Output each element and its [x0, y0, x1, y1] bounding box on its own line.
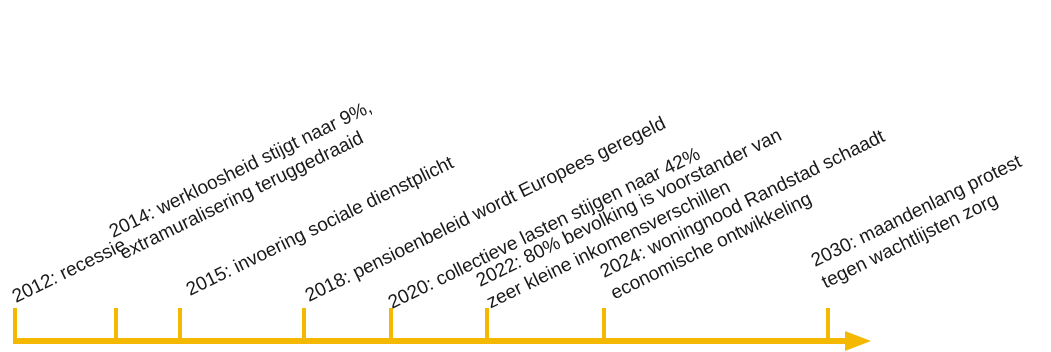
- timeline-ticks: [13, 308, 830, 344]
- timeline-axis: [15, 331, 871, 351]
- timeline-event-label: 2014: werkloosheid stijgt naar 9%,extram…: [106, 97, 386, 264]
- timeline-event-line: 2012: recessie: [9, 234, 129, 307]
- timeline-event-label: 2030: maandenlang protesttegen wachtlijs…: [808, 151, 1036, 293]
- timeline-event-label: 2012: recessie: [9, 234, 129, 307]
- timeline-arrowhead: [845, 331, 871, 351]
- timeline-event-line: extramuralisering teruggedraaid: [117, 128, 367, 264]
